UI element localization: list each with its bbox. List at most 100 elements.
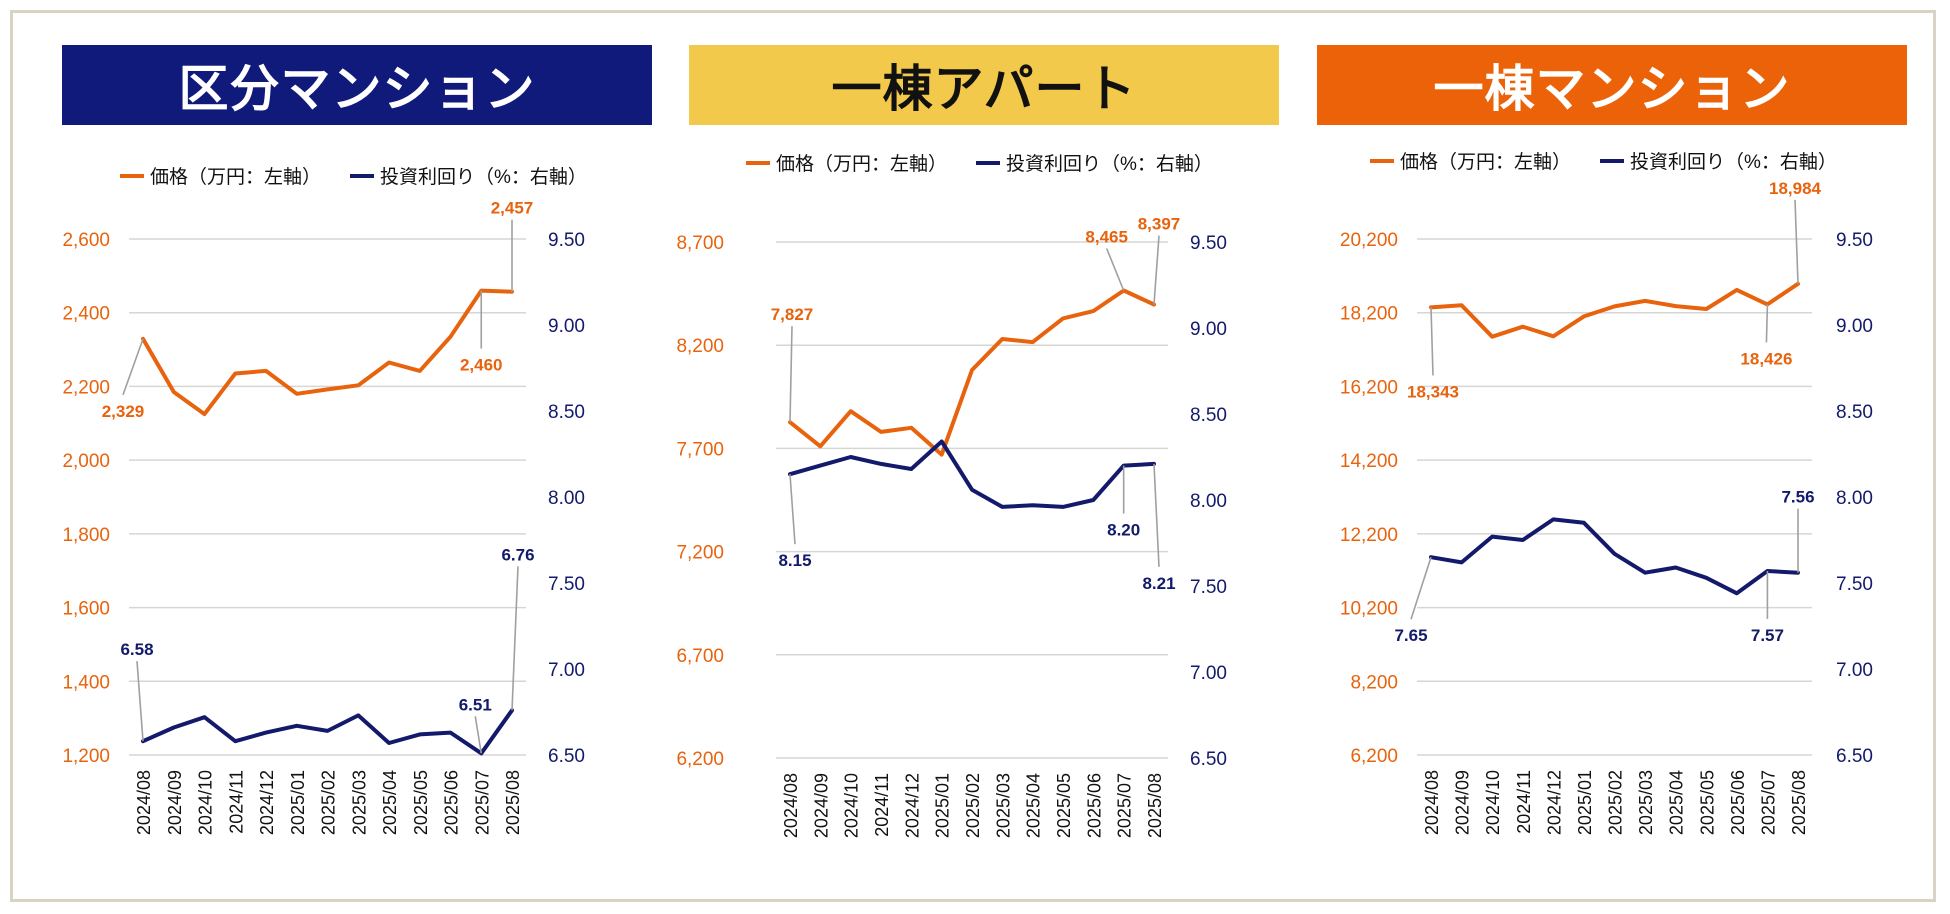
- data-label-leader: [1153, 235, 1160, 305]
- right-axis-tick-label: 8.00: [1190, 491, 1227, 512]
- right-axis-tick-label: 8.00: [548, 488, 585, 509]
- price-series-line: [788, 288, 1156, 457]
- x-axis-tick-label: 2025/02: [319, 770, 339, 835]
- right-axis-tick-label: 7.50: [1836, 574, 1873, 595]
- x-axis-tick-label: 2024/09: [811, 773, 831, 838]
- left-axis-tick-label: 6,200: [676, 749, 724, 770]
- left-axis-tick-label: 7,700: [676, 439, 724, 460]
- data-label: 8,465: [1085, 228, 1128, 247]
- x-axis-tick-label: 2025/03: [1636, 770, 1656, 835]
- data-label: 6.58: [120, 640, 153, 659]
- x-axis-tick-label: 2025/07: [1115, 773, 1135, 838]
- right-axis-tick-label: 9.50: [1836, 230, 1873, 251]
- chart-2: 6,200 8,200 10,200 12,200 14,200 16,200 18,200…: [1340, 151, 1873, 835]
- x-axis-tick-label: 2025/04: [1667, 770, 1687, 835]
- x-axis-tick-label: 2025/06: [1084, 773, 1104, 838]
- legend-price-label: 価格（万円：左軸）: [776, 153, 947, 175]
- x-axis-tick-label: 2025/08: [1145, 773, 1165, 838]
- data-label: 8.21: [1142, 574, 1175, 593]
- x-axis-tick-label: 2024/12: [1544, 770, 1564, 835]
- x-axis-tick-label: 2025/03: [993, 773, 1013, 838]
- right-axis-tick-label: 7.00: [1836, 660, 1873, 681]
- right-axis-tick-label: 9.50: [1190, 233, 1227, 254]
- right-axis-tick-label: 8.50: [548, 402, 585, 423]
- x-axis-tick-label: 2025/02: [1606, 770, 1626, 835]
- right-axis-tick-label: 8.00: [1836, 488, 1873, 509]
- right-axis-tick-label: 9.00: [1836, 316, 1873, 337]
- left-axis-tick-label: 6,700: [676, 646, 724, 667]
- data-label-leader: [789, 474, 796, 545]
- right-axis-tick-label: 6.50: [1190, 749, 1227, 770]
- price-series-line: [141, 288, 514, 417]
- chart-1: 6,200 6,700 7,200 7,700 8,200 8,700 6.50 7.00 7.…: [676, 153, 1227, 838]
- left-axis-tick-label: 18,200: [1340, 304, 1398, 325]
- left-axis-tick-label: 2,400: [62, 304, 110, 325]
- x-axis-tick-label: 2024/11: [1514, 770, 1534, 834]
- data-label-leader: [511, 566, 519, 711]
- left-axis-tick-label: 8,200: [1350, 672, 1398, 693]
- left-axis-tick-label: 10,200: [1340, 599, 1398, 620]
- data-label-leader: [1410, 556, 1432, 620]
- left-axis-tick-label: 14,200: [1340, 451, 1398, 472]
- data-label-leader: [1105, 248, 1125, 291]
- x-axis-tick-label: 2025/01: [933, 773, 953, 838]
- data-label-leader: [1153, 463, 1160, 567]
- x-axis-tick-label: 2025/03: [349, 770, 369, 835]
- right-axis-tick-label: 7.50: [548, 574, 585, 595]
- data-label: 2,329: [102, 402, 145, 421]
- left-axis-tick-label: 20,200: [1340, 230, 1398, 251]
- legend: 価格（万円：左軸） 投資利回り（%：右軸）: [120, 166, 587, 188]
- data-label: 7.57: [1751, 626, 1784, 645]
- left-axis-tick-label: 6,200: [1350, 746, 1398, 767]
- legend-yield-label: 投資利回り（%：右軸）: [1630, 151, 1837, 173]
- data-label: 18,984: [1769, 179, 1822, 198]
- price-series-line: [1429, 281, 1800, 339]
- right-axis-tick-label: 7.00: [1190, 663, 1227, 684]
- right-axis-tick-label: 9.00: [548, 316, 585, 337]
- data-label-leader: [122, 338, 144, 396]
- x-axis-tick-label: 2025/01: [288, 770, 308, 835]
- legend-price-label: 価格（万円：左軸）: [1400, 151, 1571, 173]
- x-axis-tick-label: 2025/08: [503, 770, 523, 835]
- right-axis-tick-label: 8.50: [1190, 405, 1227, 426]
- data-label-leader: [136, 661, 144, 742]
- data-label-leader: [474, 716, 483, 754]
- yield-series-line: [141, 708, 514, 756]
- data-label: 8,397: [1138, 215, 1181, 234]
- data-label: 2,457: [491, 199, 534, 218]
- legend-yield-label: 投資利回り（%：右軸）: [380, 166, 587, 188]
- chart-0: 1,200 1,400 1,600 1,800 2,000 2,200 2,400 2,600…: [62, 166, 586, 835]
- data-label: 7,827: [771, 305, 814, 324]
- x-axis-tick-label: 2024/08: [781, 773, 801, 838]
- left-axis-tick-label: 1,600: [62, 599, 110, 620]
- x-axis-tick-label: 2025/08: [1789, 770, 1809, 835]
- outer-frame: [10, 10, 1936, 902]
- yield-series-line: [788, 439, 1156, 509]
- left-axis-tick-label: 7,200: [676, 543, 724, 564]
- data-label: 7.65: [1394, 626, 1427, 645]
- x-axis-tick-label: 2025/04: [380, 770, 400, 835]
- data-label: 6.51: [459, 695, 492, 714]
- yield-series-line: [1429, 517, 1800, 596]
- left-axis-tick-label: 1,800: [62, 525, 110, 546]
- data-label-leader: [1794, 199, 1799, 284]
- data-label: 6.76: [501, 545, 534, 564]
- x-axis-tick-label: 2025/07: [1758, 770, 1778, 835]
- data-label: 18,343: [1407, 382, 1459, 401]
- data-label: 18,426: [1740, 349, 1792, 368]
- legend-price-label: 価格（万円：左軸）: [150, 166, 321, 188]
- x-axis-tick-label: 2025/05: [1697, 770, 1717, 835]
- legend: 価格（万円：左軸） 投資利回り（%：右軸）: [1370, 151, 1837, 173]
- left-axis-tick-label: 8,200: [676, 336, 724, 357]
- legend: 価格（万円：左軸） 投資利回り（%：右軸）: [746, 153, 1213, 175]
- x-axis-tick-label: 2025/06: [442, 770, 462, 835]
- right-axis-tick-label: 9.50: [548, 230, 585, 251]
- right-axis-tick-label: 8.50: [1836, 402, 1873, 423]
- x-axis-tick-label: 2025/07: [472, 770, 492, 835]
- data-label-leader: [1430, 307, 1434, 376]
- x-axis-tick-label: 2025/02: [963, 773, 983, 838]
- panel-title-kubun-mansion: 区分マンション: [62, 45, 652, 125]
- data-label: 7.56: [1781, 488, 1814, 507]
- x-axis-tick-label: 2024/12: [257, 770, 277, 835]
